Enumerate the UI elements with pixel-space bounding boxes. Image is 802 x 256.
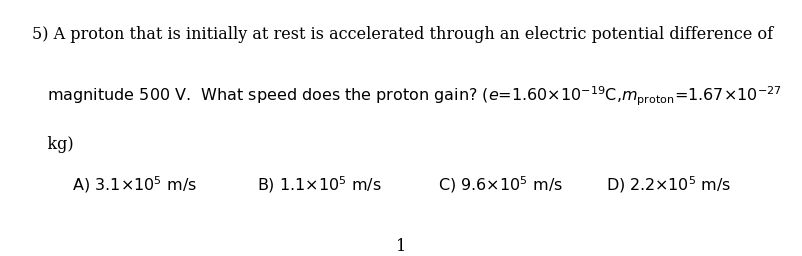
Text: kg): kg): [32, 136, 74, 153]
Text: D) 2.2$\times$10$^{5}$ m/s: D) 2.2$\times$10$^{5}$ m/s: [606, 174, 731, 195]
Text: 1: 1: [396, 238, 406, 255]
Text: B) 1.1$\times$10$^{5}$ m/s: B) 1.1$\times$10$^{5}$ m/s: [257, 174, 381, 195]
Text: C) 9.6$\times$10$^{5}$ m/s: C) 9.6$\times$10$^{5}$ m/s: [437, 174, 562, 195]
Text: 5) A proton that is initially at rest is accelerated through an electric potenti: 5) A proton that is initially at rest is…: [32, 26, 772, 42]
Text: magnitude 500 V.  What speed does the proton gain? ($e$=1.60$\times$10$^{-19}$C,: magnitude 500 V. What speed does the pro…: [32, 84, 781, 108]
Text: A) 3.1$\times$10$^{5}$ m/s: A) 3.1$\times$10$^{5}$ m/s: [52, 174, 197, 195]
